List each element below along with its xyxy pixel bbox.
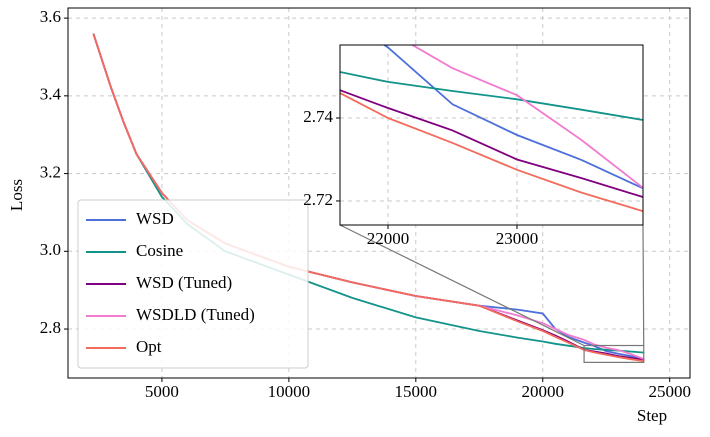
y-axis-label: Loss [7,179,26,211]
y-tick-label: 2.72 [303,190,333,209]
zoom-box [583,344,645,363]
series-line [340,88,643,199]
y-tick-label: 3.2 [40,162,61,181]
x-tick-label: 10000 [268,382,311,401]
y-tick-label: 3.4 [40,85,62,104]
x-axis-label: Step [637,406,667,425]
y-tick-label: 3.6 [40,7,61,26]
zoom-connector [339,224,585,347]
y-tick-label: 2.8 [40,318,61,337]
series-line [410,45,643,190]
series-group [340,45,643,213]
legend-label: WSDLD (Tuned) [136,305,255,324]
legend-label: WSD [136,209,174,228]
y-tick-label: 2.74 [303,107,333,126]
series-line [340,71,643,121]
x-tick-label: 25000 [648,382,691,401]
y-tick-label: 3.0 [40,240,61,259]
x-tick-label: 20000 [522,382,565,401]
zoom-connector [642,224,645,346]
legend-label: Opt [136,337,162,356]
x-tick-label: 5000 [145,382,179,401]
x-tick-label: 23000 [496,229,539,248]
series-line [382,45,643,190]
x-tick-label: 22000 [367,229,410,248]
plot-frame [67,7,691,379]
legend-label: Cosine [136,241,183,260]
series-group [92,33,645,363]
plot-frame [339,44,644,226]
series-line [340,91,643,213]
legend-box [77,199,309,369]
legend-label: WSD (Tuned) [136,273,232,292]
x-tick-label: 15000 [395,382,438,401]
series-line [92,33,645,363]
